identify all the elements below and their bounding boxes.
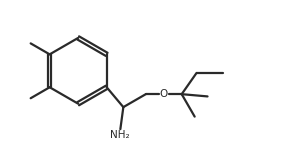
Text: NH₂: NH₂ bbox=[110, 130, 129, 140]
Text: O: O bbox=[160, 89, 168, 99]
